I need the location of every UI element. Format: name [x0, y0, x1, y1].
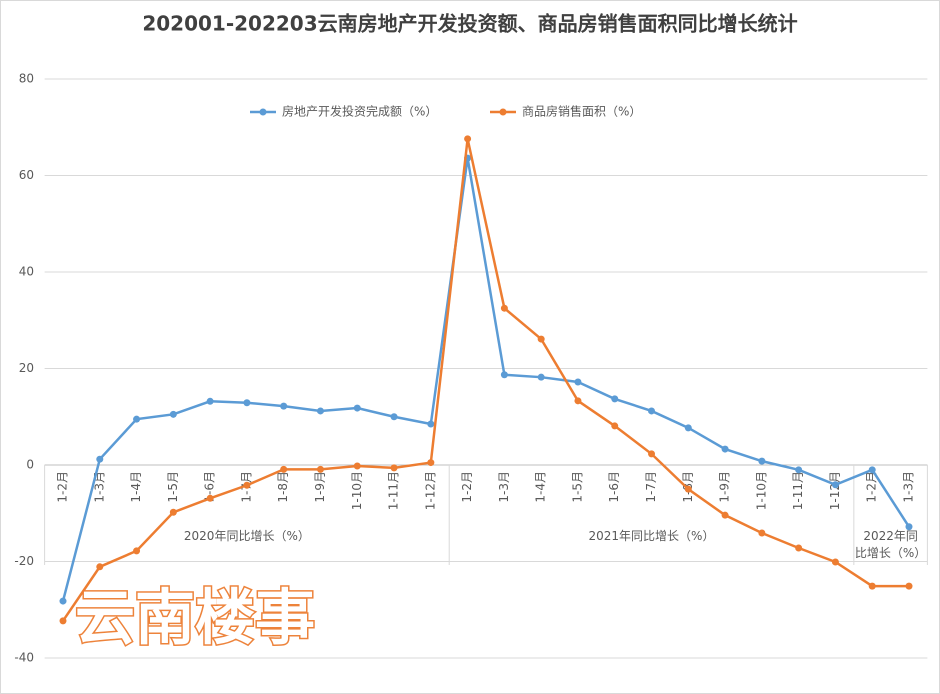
point: [758, 457, 766, 465]
point: [537, 373, 545, 381]
x-tick-label: 1-5月: [570, 471, 584, 503]
point: [133, 415, 141, 423]
watermark: 云南楼事: [75, 584, 315, 654]
x-tick-label: 1-6月: [607, 471, 621, 503]
point: [500, 304, 508, 312]
point: [684, 485, 692, 493]
y-tick-label: 80: [19, 72, 34, 86]
point: [206, 397, 214, 405]
series-line: [61, 157, 911, 602]
point: [464, 135, 472, 143]
point: [280, 465, 288, 473]
point: [831, 481, 839, 489]
y-tick-label: 20: [19, 361, 34, 375]
y-tick-label: 0: [26, 458, 34, 472]
x-tick-label: 1-3月: [902, 471, 916, 503]
point: [280, 402, 288, 410]
series-line: [61, 138, 909, 622]
point: [868, 466, 876, 474]
point: [169, 410, 177, 418]
point: [648, 407, 656, 415]
legend-marker: [499, 108, 507, 116]
x-tick-label: 1-7月: [644, 471, 658, 503]
x-tick-label: 1-11月: [791, 471, 805, 510]
point: [243, 481, 251, 489]
y-tick-label: 40: [19, 265, 34, 279]
point: [611, 422, 619, 430]
x-tick-label: 1-4月: [534, 471, 548, 503]
point: [500, 371, 508, 379]
point: [905, 582, 913, 590]
point: [353, 462, 361, 470]
x-tick-label: 1-12月: [828, 471, 842, 510]
legend-item: 商品房销售面积（%）: [490, 104, 641, 119]
point: [648, 450, 656, 458]
x-tick-label: 1-8月: [276, 471, 290, 503]
x-tick-label: 1-12月: [423, 471, 437, 510]
x-tick-label: 1-9月: [718, 471, 732, 503]
point: [96, 563, 104, 571]
legend-item: 房地产开发投资完成额（%）: [250, 104, 437, 119]
legend-label: 商品房销售面积（%）: [522, 104, 641, 119]
point: [59, 597, 67, 605]
point: [427, 459, 435, 467]
point: [905, 523, 913, 531]
point: [390, 464, 398, 472]
y-tick-label: 60: [19, 168, 34, 182]
point: [721, 445, 729, 453]
x-tick-label: 1-5月: [166, 471, 180, 503]
x-tick-label: 1-2月: [56, 471, 70, 503]
point: [59, 617, 67, 625]
x-tick-label: 1-2月: [865, 471, 879, 503]
point: [868, 582, 876, 590]
point: [721, 511, 729, 519]
y-tick-label: -40: [14, 651, 34, 665]
point: [206, 494, 214, 502]
point: [133, 547, 141, 555]
x-tick-label: 1-10月: [350, 471, 364, 510]
legend-marker: [259, 108, 267, 116]
chart-title: 202001-202203云南房地产开发投资额、商品房销售面积同比增长统计: [142, 12, 797, 36]
x-tick-label: 1-6月: [203, 471, 217, 503]
point: [316, 465, 324, 473]
point: [316, 407, 324, 415]
group-label: 2021年同比增长（%）: [588, 529, 715, 543]
group-label: 2022年同 比增长（%）: [854, 529, 927, 560]
point: [353, 404, 361, 412]
x-tick-label: 1-11月: [387, 471, 401, 510]
point: [611, 395, 619, 403]
point: [831, 558, 839, 566]
point: [795, 544, 803, 552]
point: [427, 420, 435, 428]
y-tick-label: -20: [14, 554, 34, 568]
x-tick-label: 1-3月: [497, 471, 511, 503]
point: [243, 399, 251, 407]
point: [684, 424, 692, 432]
x-tick-label: 1-10月: [754, 471, 768, 510]
point: [574, 397, 582, 405]
point: [96, 455, 104, 463]
point: [390, 413, 398, 421]
x-tick-label: 1-2月: [460, 471, 474, 503]
legend-label: 房地产开发投资完成额（%）: [282, 104, 437, 119]
x-tick-label: 1-9月: [313, 471, 327, 503]
group-label: 2020年同比增长（%）: [183, 529, 310, 543]
point: [169, 508, 177, 516]
point: [795, 466, 803, 474]
point: [758, 529, 766, 537]
point: [574, 378, 582, 386]
point: [537, 335, 545, 343]
x-tick-label: 1-4月: [129, 471, 143, 503]
